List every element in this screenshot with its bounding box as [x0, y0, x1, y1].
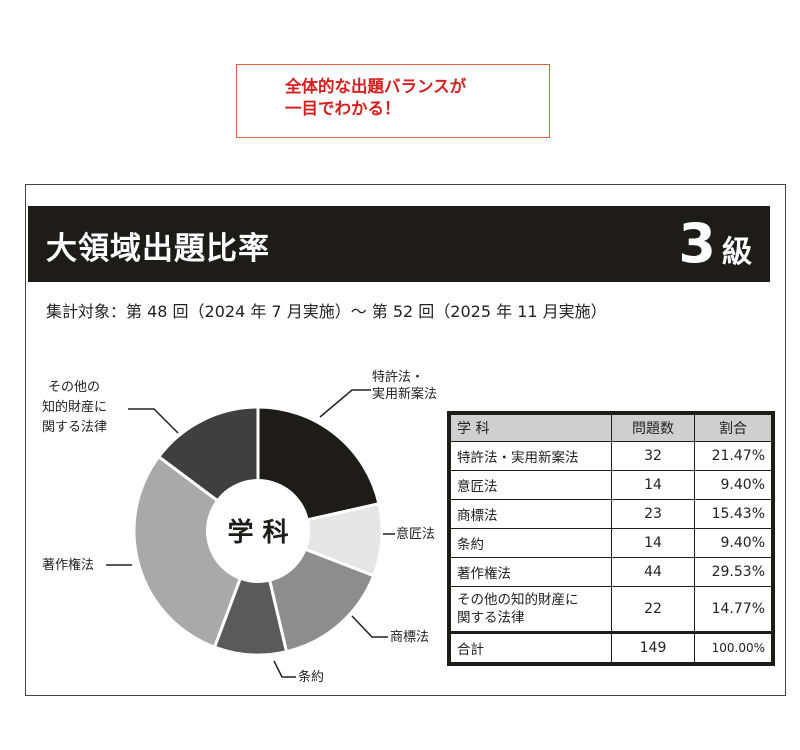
breakdown-table: 学 科 問題数 割合 特許法・実用新案法 32 21.47% 意匠法 14 9.…	[447, 411, 775, 666]
leader-trademark	[351, 615, 388, 638]
slice-label-patent-line-1: 特許法・	[372, 370, 424, 385]
row-subject-line-2: 関する法律	[457, 610, 525, 626]
slice-label-other-line-1: その他の	[48, 380, 100, 395]
aggregation-period: 集計対象：第 48 回（2024 年 7 月実施）～ 第 52 回（2025 年…	[46, 302, 607, 321]
row-ratio: 9.40%	[694, 528, 772, 558]
total-ratio: 100.00%	[694, 631, 772, 663]
row-ratio: 9.40%	[694, 470, 772, 500]
slice-label-patent-line-2: 実用新案法	[372, 386, 437, 402]
level-number: 3	[678, 212, 716, 275]
row-count: 23	[611, 499, 695, 529]
slice-label-design: 意匠法	[396, 526, 435, 542]
total-count: 149	[611, 631, 695, 663]
slice-label-copyright: 著作権法	[42, 557, 94, 573]
table-row: その他の知的財産に 関する法律 22 14.77%	[450, 586, 772, 633]
slice-label-other-line-2: 知的財産に	[42, 399, 107, 415]
table-row: 商標法 23 15.43%	[450, 499, 772, 529]
header-ratio: 割合	[694, 414, 772, 442]
table-row: 特許法・実用新案法 32 21.47%	[450, 441, 772, 471]
row-count: 44	[611, 557, 695, 587]
leader-lines	[106, 389, 395, 678]
slice-label-patent: 特許法・ 実用新案法	[372, 370, 437, 402]
leader-patent	[319, 389, 371, 418]
table-row: 著作権法 44 29.53%	[450, 557, 772, 587]
level-suffix: 級	[722, 235, 752, 270]
table-row: 条約 14 9.40%	[450, 528, 772, 558]
row-ratio: 14.77%	[694, 586, 772, 633]
row-subject: 条約	[450, 528, 612, 558]
leader-other	[128, 408, 179, 434]
slice-label-other: その他の 知的財産に 関する法律	[42, 380, 111, 435]
row-subject-line-1: その他の知的財産に	[457, 592, 579, 608]
callout-line-2: 一目でわかる！	[285, 99, 401, 118]
row-subject: 著作権法	[450, 557, 612, 587]
table-total-row: 合計 149 100.00%	[450, 631, 772, 663]
pie-center-hole	[206, 479, 310, 583]
slice-copyright	[132, 454, 260, 650]
total-subject: 合計	[450, 631, 612, 663]
slice-label-trademark: 商標法	[390, 630, 429, 645]
pie-center-label: 学 科	[227, 517, 288, 548]
page-title: 大領域出題比率	[46, 231, 270, 267]
row-count: 32	[611, 441, 695, 471]
slice-label-other-line-3: 関する法律	[42, 420, 107, 435]
row-ratio: 21.47%	[694, 441, 772, 471]
row-count: 14	[611, 470, 695, 500]
row-ratio: 29.53%	[694, 557, 772, 587]
row-subject: 意匠法	[450, 470, 612, 500]
callout-line-1: 全体的な出題バランスが	[285, 77, 467, 96]
row-count: 14	[611, 528, 695, 558]
table-header-row: 学 科 問題数 割合	[450, 414, 772, 442]
pie-chart: 学 科 特許法・ 実用新案法 意匠法 商標法 条約 著作権法 その他の 知的財産…	[42, 370, 437, 685]
callout-box: 全体的な出題バランスが 一目でわかる！	[236, 64, 550, 138]
pie-slices	[132, 405, 384, 657]
leader-treaty	[273, 660, 296, 678]
slice-labels: 特許法・ 実用新案法 意匠法 商標法 条約 著作権法 その他の 知的財産に 関す…	[42, 370, 437, 685]
table-row: 意匠法 14 9.40%	[450, 470, 772, 500]
header-count: 問題数	[611, 414, 695, 442]
row-ratio: 15.43%	[694, 499, 772, 529]
row-subject: 商標法	[450, 499, 612, 529]
row-subject: 特許法・実用新案法	[450, 441, 612, 471]
row-subject: その他の知的財産に 関する法律	[450, 586, 612, 633]
slice-label-treaty: 条約	[298, 669, 324, 685]
header-subject: 学 科	[450, 414, 612, 442]
row-count: 22	[611, 586, 695, 633]
